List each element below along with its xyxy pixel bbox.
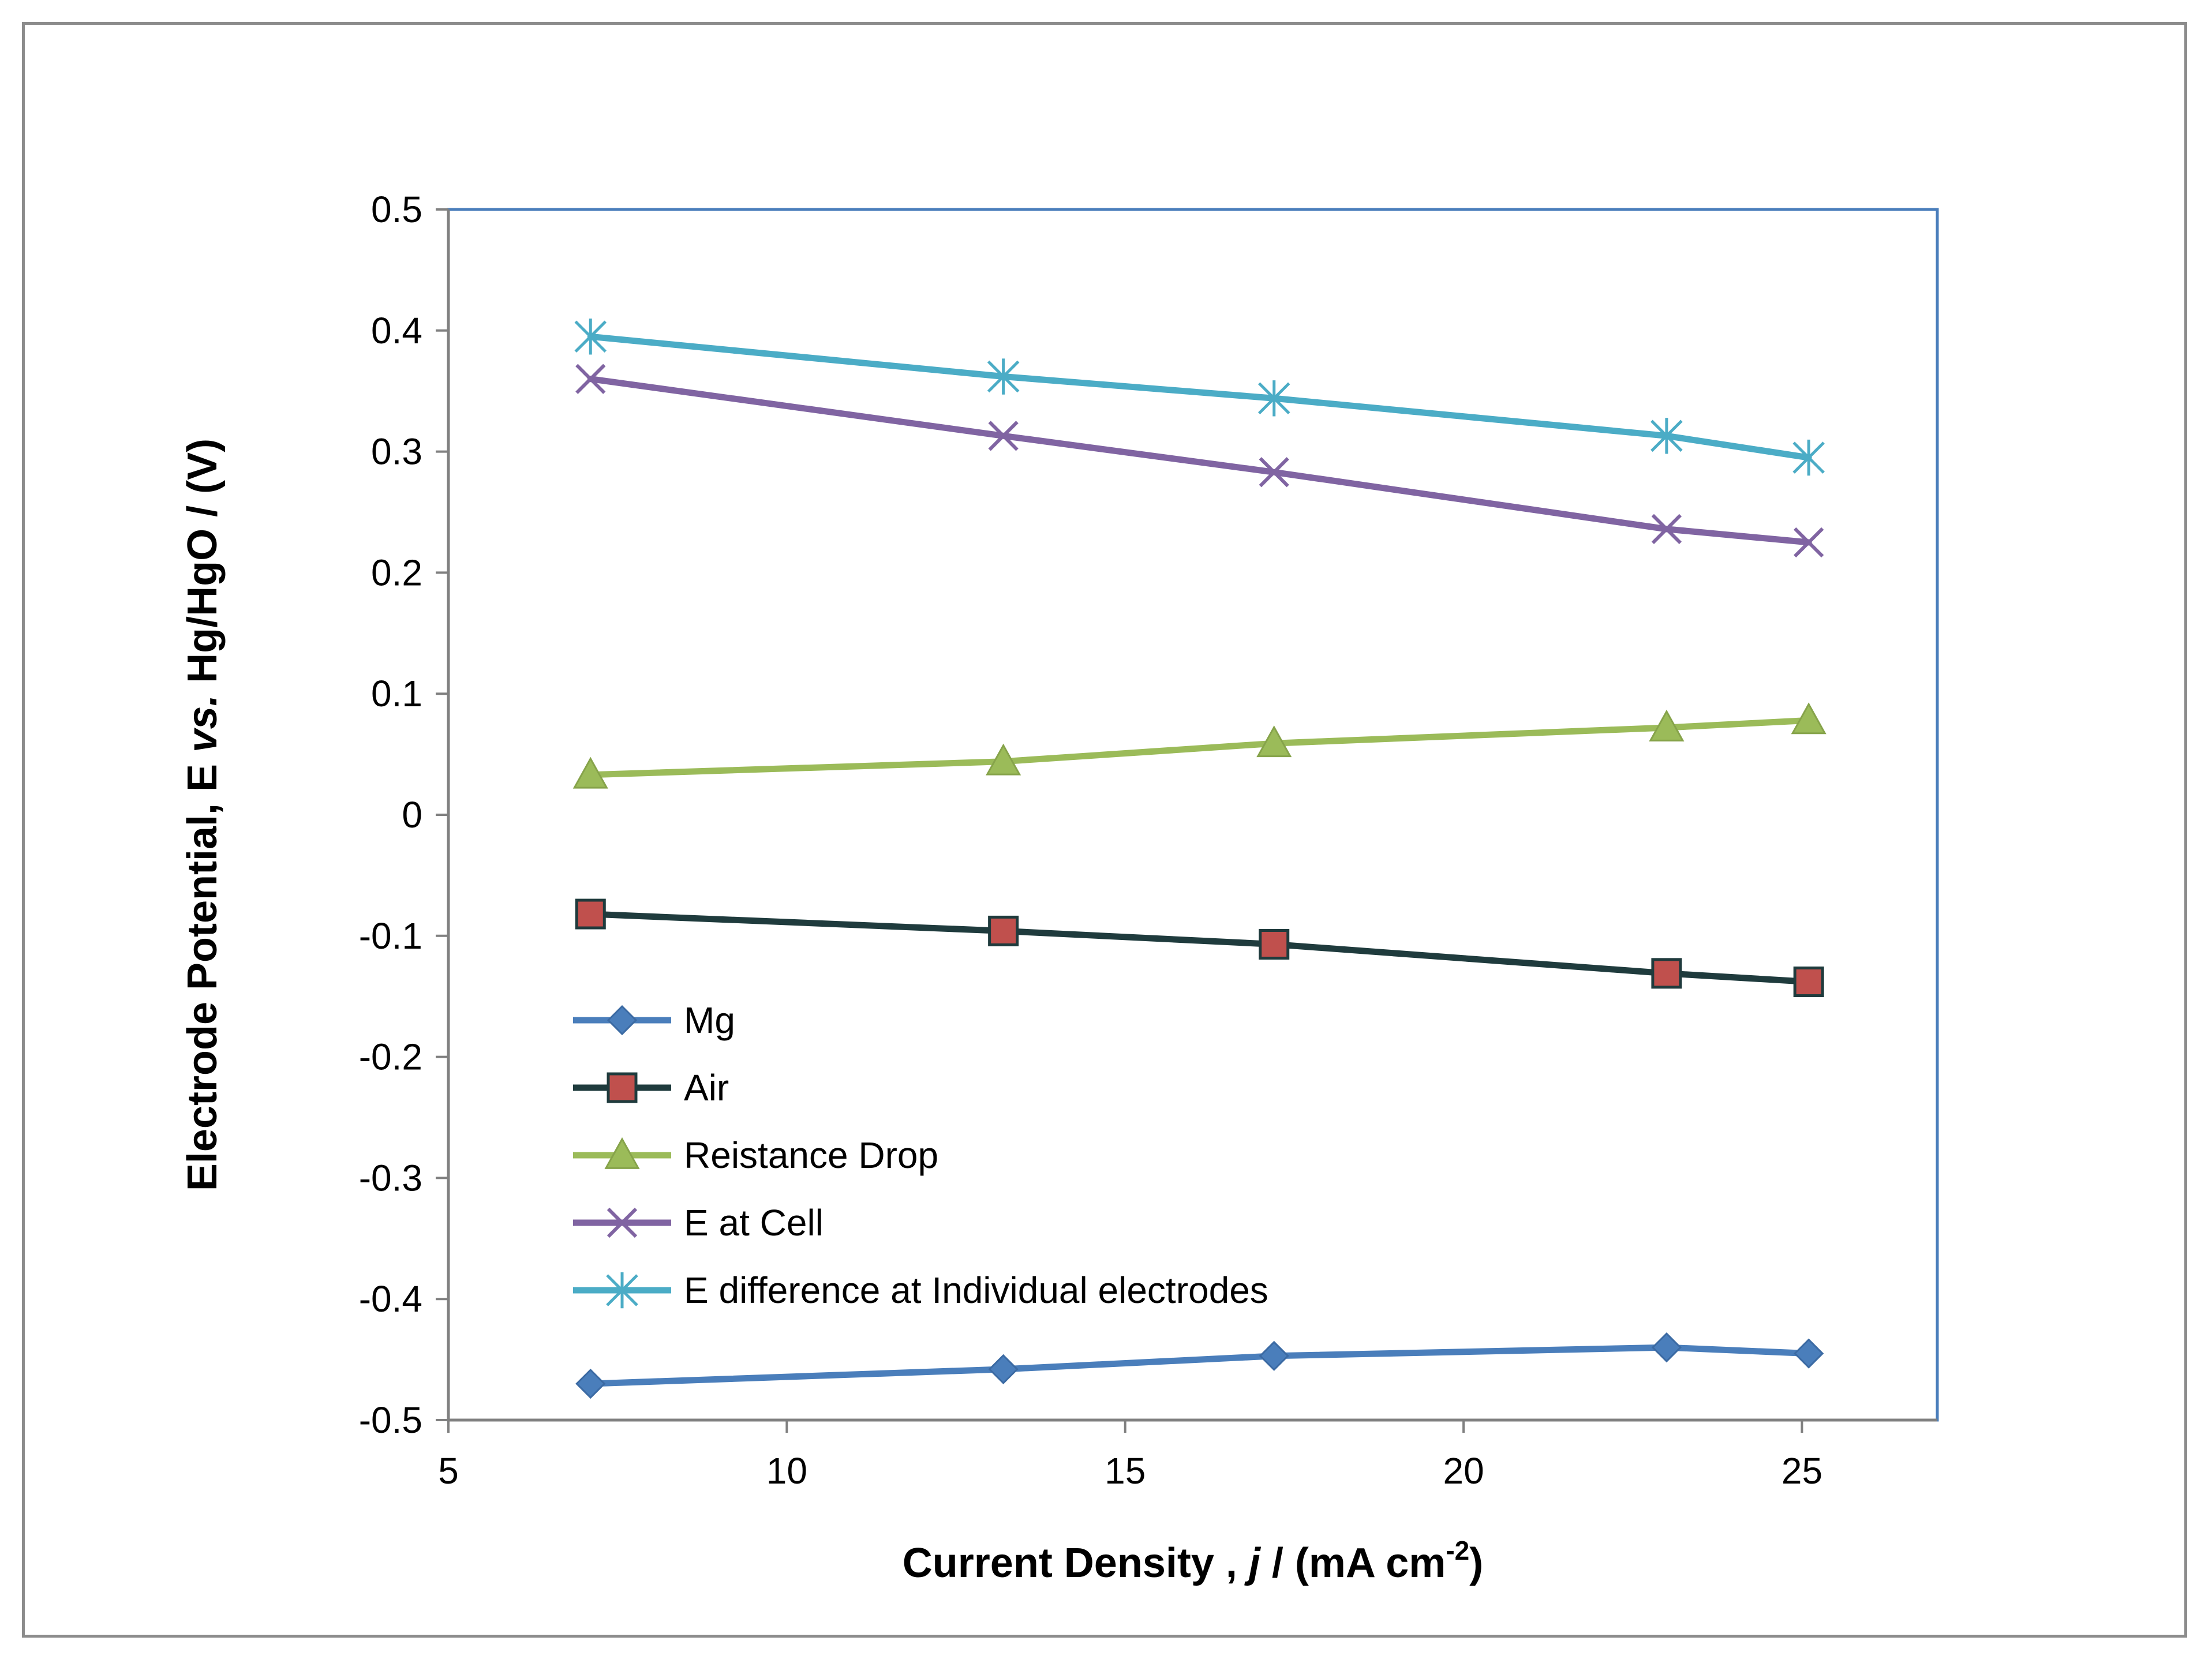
data-point-air: [1793, 967, 1824, 998]
data-point-mg: [1259, 1340, 1289, 1371]
chart-frame: 0.5 0.4 0.3 0.2 0.1 0 -0.1 -0.2 -0.3 -0.4 -0.5 5 10 1…: [22, 22, 2187, 1638]
data-point-e-difference-at-individual-electrodes: [1792, 439, 1825, 476]
data-point-air: [575, 898, 606, 930]
x-tick-label: 10: [766, 1450, 807, 1492]
legend-label-e-at-cell: E at Cell: [684, 1202, 824, 1243]
legend-label-e-difference-at-individual-electrodes: E difference at Individual electrodes: [684, 1269, 1268, 1311]
legend-item-reistance-drop: Reistance Drop: [573, 1134, 938, 1176]
legend-label-reistance-drop: Reistance Drop: [684, 1134, 938, 1176]
y-tick-label: 0: [402, 794, 422, 836]
data-point-mg: [1651, 1332, 1682, 1363]
legend-marker: [604, 1137, 640, 1169]
x-tick-label: 15: [1105, 1450, 1146, 1492]
marker-stroke: [607, 1207, 638, 1238]
legend: Mg Air Reistance Drop E at Cell E difference…: [573, 999, 1268, 1311]
data-point-e-at-cell: [575, 364, 606, 394]
y-tick-label: -0.2: [359, 1036, 422, 1078]
data-point-e-at-cell: [988, 421, 1019, 451]
legend-marker: [607, 1072, 638, 1103]
legend-marker: [606, 1272, 638, 1309]
y-tick-label: 0.3: [371, 431, 422, 473]
legend-item-air: Air: [573, 1067, 729, 1108]
y-tick-label: -0.1: [359, 915, 422, 957]
y-tick-label: 0.1: [371, 673, 422, 714]
y-tick-label: -0.5: [359, 1399, 422, 1441]
data-point-reistance-drop: [1791, 702, 1827, 735]
data-point-air: [1651, 958, 1682, 989]
x-tick-label: 5: [438, 1450, 459, 1492]
series-air: [575, 898, 1824, 998]
x-tick-label: 25: [1781, 1450, 1822, 1492]
data-point-mg: [575, 1368, 606, 1399]
series-e-at-cell: [575, 364, 1824, 558]
data-point-e-difference-at-individual-electrodes: [1650, 418, 1683, 454]
plot-area: [447, 208, 1939, 1422]
data-point-reistance-drop: [572, 756, 608, 789]
series-mg: [575, 1332, 1824, 1399]
y-tick-label: -0.4: [359, 1278, 422, 1320]
series-e-difference-at-individual-electrodes: [574, 319, 1825, 476]
legend-label-mg: Mg: [684, 999, 735, 1041]
chart-svg: 0.5 0.4 0.3 0.2 0.1 0 -0.1 -0.2 -0.3 -0.4 -0.5 5 10 1…: [179, 189, 1939, 1586]
legend-item-e-at-cell: E at Cell: [573, 1202, 824, 1243]
data-point-e-at-cell: [1651, 514, 1682, 544]
series-layer: [572, 319, 1827, 1399]
data-point-mg: [1794, 1338, 1824, 1369]
marker-stroke: [1794, 527, 1824, 558]
data-point-e-difference-at-individual-electrodes: [574, 319, 607, 355]
marker-stroke: [575, 364, 606, 394]
data-point-mg: [988, 1354, 1019, 1385]
axes-layer: 0.5 0.4 0.3 0.2 0.1 0 -0.1 -0.2 -0.3 -0.4 -0.5 5 10 1…: [359, 189, 1937, 1492]
y-tick-label: 0.4: [371, 310, 422, 351]
data-point-e-at-cell: [1259, 457, 1289, 488]
marker-stroke: [988, 421, 1019, 451]
y-tick-label: -0.3: [359, 1157, 422, 1198]
data-point-air: [1259, 928, 1290, 960]
y-tick-label: 0.5: [371, 189, 422, 230]
legend-item-e-difference-at-individual-electrodes: E difference at Individual electrodes: [573, 1269, 1268, 1311]
legend-marker: [607, 1005, 638, 1036]
data-point-reistance-drop: [986, 743, 1021, 776]
data-point-air: [988, 915, 1019, 946]
legend-label-air: Air: [684, 1067, 729, 1108]
x-axis-title: Current Density , j / (mA cm-2): [903, 1535, 1483, 1586]
y-tick-label: 0.2: [371, 552, 422, 593]
data-point-e-difference-at-individual-electrodes: [1257, 380, 1290, 417]
y-axis-title: Electrode Potential, E vs. Hg/HgO / (V): [179, 439, 226, 1191]
marker-stroke: [1651, 514, 1682, 544]
data-point-reistance-drop: [1649, 709, 1685, 741]
marker-stroke: [1259, 457, 1289, 488]
legend-marker: [607, 1207, 638, 1238]
data-point-e-difference-at-individual-electrodes: [987, 358, 1020, 395]
legend-item-mg: Mg: [573, 999, 735, 1041]
series-reistance-drop: [572, 702, 1827, 789]
data-point-reistance-drop: [1256, 725, 1292, 758]
x-tick-label: 20: [1443, 1450, 1484, 1492]
data-point-e-at-cell: [1794, 527, 1824, 558]
